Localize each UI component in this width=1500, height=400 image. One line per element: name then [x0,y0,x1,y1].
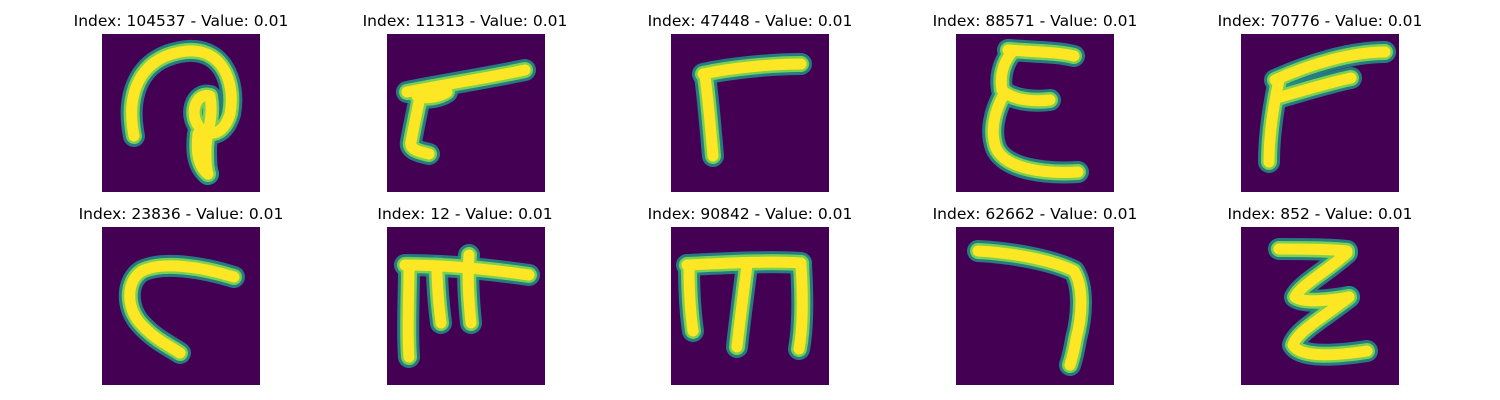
glyph-stroke [967,240,1092,376]
glyph-image [387,34,545,192]
glyph-image [671,227,829,385]
glyph-stroke [394,244,540,368]
glyph-image [956,34,1114,192]
glyph-image [671,34,829,192]
panel-title: Index: 23836 - Value: 0.01 [78,205,284,223]
panel-title: Index: 12 - Value: 0.01 [377,205,553,223]
glyph-stroke [676,251,814,360]
panel-title: Index: 852 - Value: 0.01 [1227,205,1413,223]
glyph-stroke [396,59,536,165]
panel-title: Index: 70776 - Value: 0.01 [1217,12,1423,30]
glyph-stroke [692,53,812,167]
glyph-image [102,34,260,192]
glyph-stroke [118,254,245,364]
glyph-image [102,227,260,385]
panel-title: Index: 88571 - Value: 0.01 [932,12,1138,30]
glyph-stroke [1258,41,1396,173]
panel-title: Index: 104537 - Value: 0.01 [73,12,289,30]
glyph-stroke [982,39,1089,184]
glyph-image [956,227,1114,385]
panel-title: Index: 62662 - Value: 0.01 [932,205,1138,223]
glyph-image [1241,34,1399,192]
panel-title: Index: 90842 - Value: 0.01 [647,205,853,223]
glyph-stroke [1268,238,1378,366]
glyph-image [387,227,545,385]
panel-title: Index: 11313 - Value: 0.01 [362,12,568,30]
panel-title: Index: 47448 - Value: 0.01 [647,12,853,30]
glyph-image [1241,227,1399,385]
glyph-stroke [120,39,243,185]
